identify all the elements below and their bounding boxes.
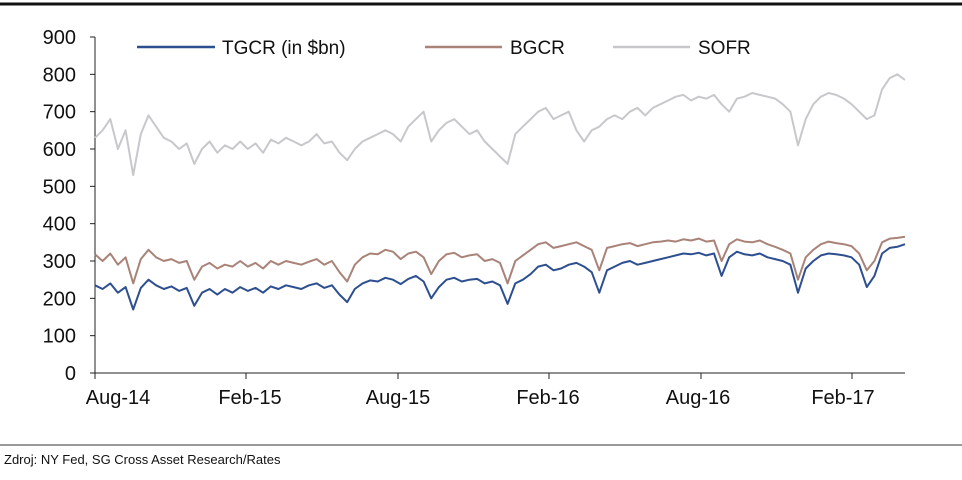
y-tick-label: 400 [43,214,76,236]
y-tick-label: 100 [43,326,76,348]
y-tick-label: 0 [65,363,76,385]
legend-label-sofr: SOFR [698,38,751,59]
series-line-tgcr [94,243,906,311]
series-lines [94,73,906,311]
x-ticks: Aug-14 Feb-15 Aug-15 Feb-16 Aug-16 Feb-17 [86,373,875,409]
series-line-sofr [94,73,906,177]
legend-label-tgcr: TGCR (in $bn) [222,38,346,59]
y-tick-label: 900 [43,27,76,49]
y-tick-label: 300 [43,251,76,273]
legend-label-bgcr: BGCR [510,38,565,59]
legend: TGCR (in $bn) BGCR SOFR [137,38,751,59]
x-tick-label: Aug-14 [86,387,151,409]
y-tick-label: 200 [43,288,76,310]
x-tick-label: Aug-16 [666,387,731,409]
x-tick-label: Aug-15 [366,387,431,409]
y-tick-label: 700 [43,102,76,124]
x-tick-label: Feb-16 [516,387,579,409]
x-tick-label: Feb-17 [811,387,874,409]
series-line-bgcr [94,235,906,285]
y-tick-label: 600 [43,139,76,161]
x-tick-label: Feb-15 [218,387,281,409]
y-ticks: 0 100 200 300 400 500 600 700 800 900 [43,27,95,385]
y-tick-label: 800 [43,64,76,86]
source-note: Zdroj: NY Fed, SG Cross Asset Research/R… [4,452,281,467]
y-tick-label: 500 [43,176,76,198]
